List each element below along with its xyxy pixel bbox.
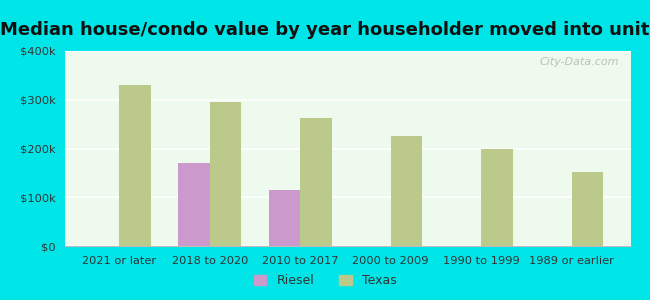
Text: Median house/condo value by year householder moved into unit: Median house/condo value by year househo… bbox=[0, 21, 650, 39]
Bar bbox=[300, 118, 332, 246]
Legend: Riesel, Texas: Riesel, Texas bbox=[250, 270, 400, 291]
Bar bbox=[572, 172, 603, 246]
Bar bbox=[391, 136, 422, 246]
Bar bbox=[210, 102, 241, 246]
Bar bbox=[268, 190, 300, 246]
Bar bbox=[120, 85, 151, 246]
Bar bbox=[481, 149, 513, 246]
Bar bbox=[178, 163, 210, 246]
Text: City-Data.com: City-Data.com bbox=[540, 57, 619, 67]
